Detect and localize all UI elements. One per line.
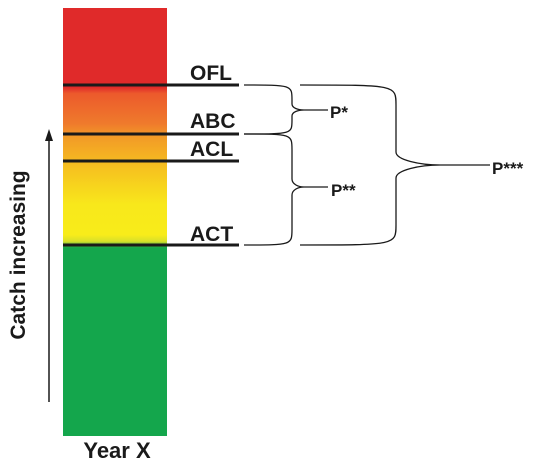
- ofl-label: OFL: [190, 62, 232, 85]
- p-double-star-label: P**: [331, 181, 356, 200]
- p-star-label: P*: [330, 103, 348, 122]
- x-axis-label: Year X: [83, 438, 151, 460]
- p-double-star-brace: [243, 133, 305, 246]
- p-triple-star-label: P***: [492, 159, 524, 178]
- catch-increasing-arrowhead: [45, 129, 53, 141]
- act-label: ACT: [190, 223, 233, 246]
- p-star-brace: [243, 84, 305, 135]
- y-axis-label: Catch increasing: [7, 170, 30, 339]
- acl-label: ACL: [190, 138, 233, 161]
- abc-label: ABC: [190, 110, 236, 133]
- p-triple-star-brace: [299, 84, 441, 246]
- catch-bar: [63, 8, 167, 436]
